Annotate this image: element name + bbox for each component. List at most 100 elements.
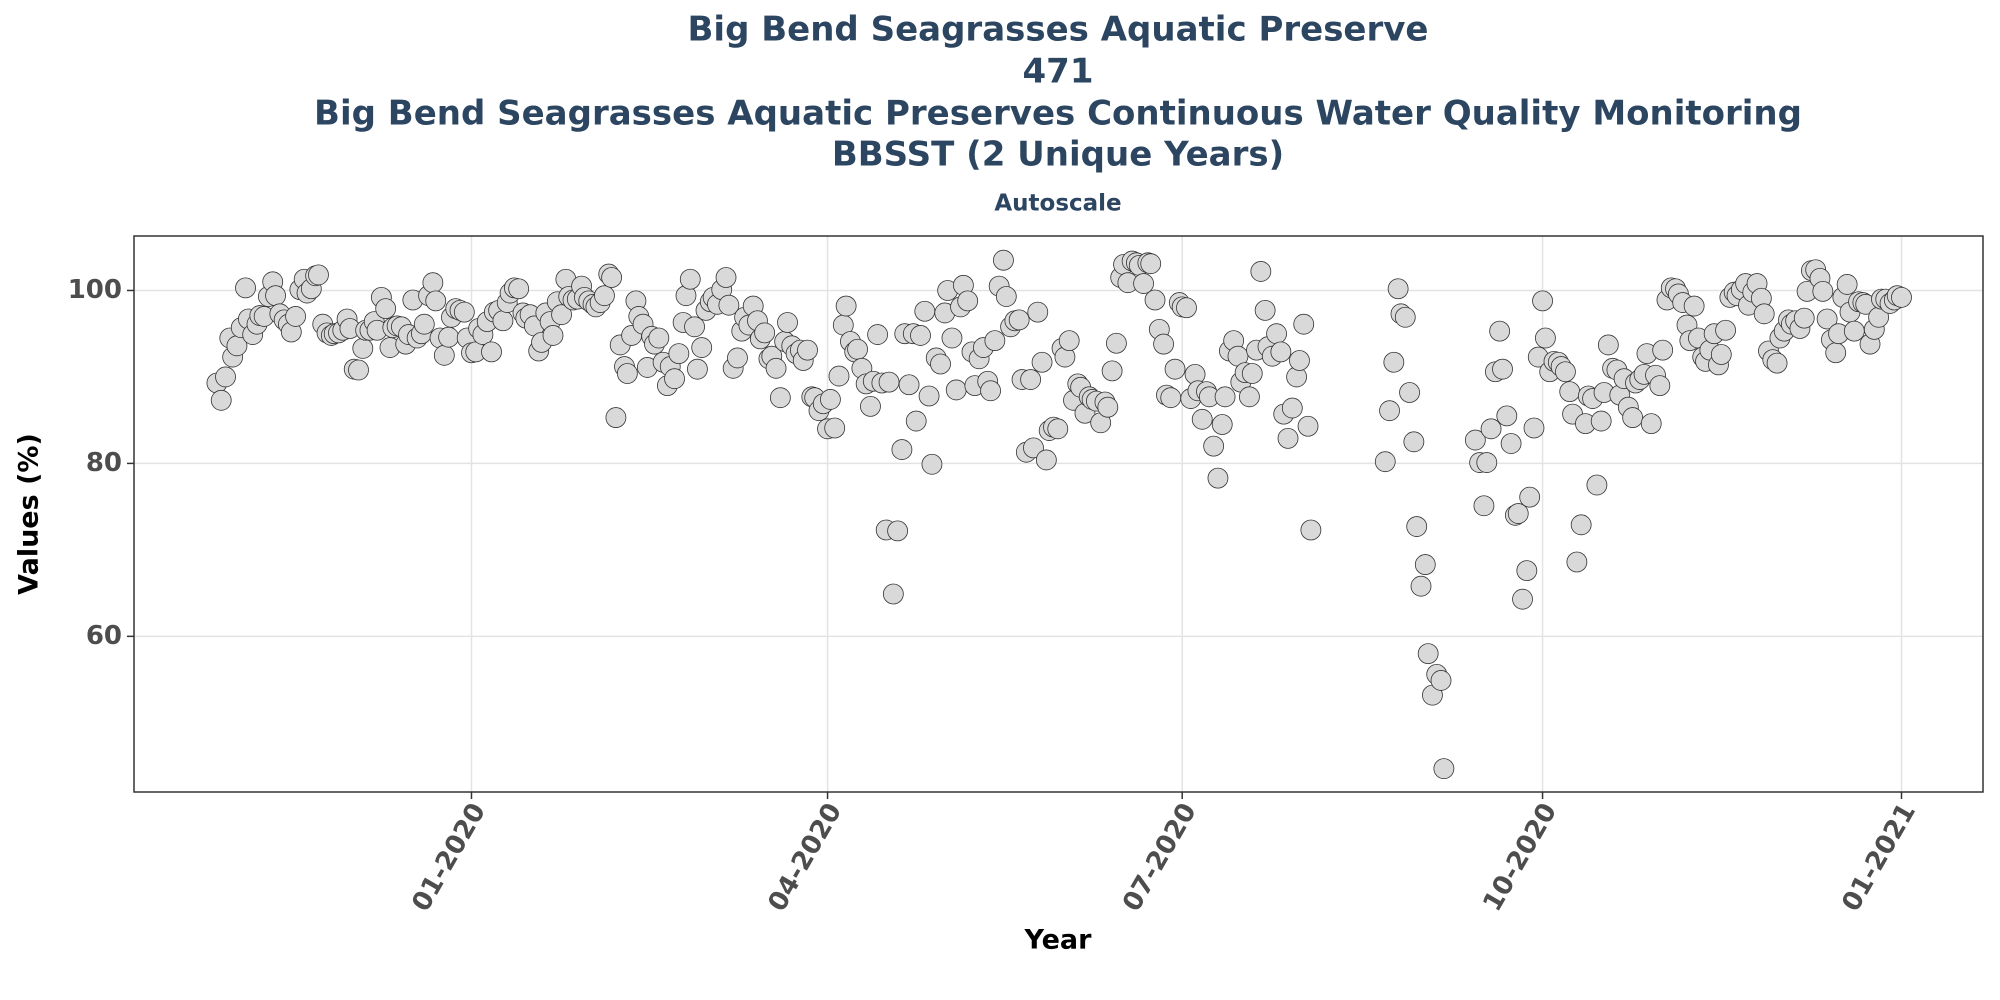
data-point xyxy=(1254,299,1276,321)
data-point xyxy=(910,325,931,346)
chart-title: Big Bend Seagrasses Aquatic Preserve xyxy=(688,10,1429,50)
data-point xyxy=(887,520,909,542)
x-tick-label: 07-2020 xyxy=(1117,798,1203,916)
data-point xyxy=(1535,327,1556,349)
data-point xyxy=(957,290,979,312)
data-point xyxy=(715,267,737,288)
data-point xyxy=(1387,278,1409,300)
data-point xyxy=(1507,503,1529,524)
data-point xyxy=(1035,449,1057,471)
data-point xyxy=(413,313,435,335)
data-point xyxy=(348,359,369,381)
data-point xyxy=(945,379,967,401)
data-point xyxy=(594,285,615,307)
data-point xyxy=(1715,319,1736,341)
data-point xyxy=(797,339,818,361)
data-point xyxy=(1649,375,1671,396)
data-point xyxy=(1047,418,1069,440)
data-point xyxy=(481,341,502,363)
data-point xyxy=(993,249,1014,271)
data-point xyxy=(754,322,776,344)
data-point xyxy=(1144,289,1166,311)
data-point xyxy=(438,326,460,348)
data-point xyxy=(551,304,572,326)
data-point xyxy=(1297,415,1319,437)
data-point xyxy=(1133,273,1154,294)
data-point xyxy=(1160,387,1182,409)
data-point xyxy=(898,374,920,396)
data-point xyxy=(1480,418,1502,440)
data-point xyxy=(718,294,740,316)
data-point xyxy=(492,310,514,332)
data-point xyxy=(1250,261,1272,282)
data-point xyxy=(1106,332,1127,354)
data-point xyxy=(601,267,623,288)
data-point xyxy=(1652,339,1674,361)
data-point xyxy=(1683,295,1705,317)
y-tick-label: 80 xyxy=(86,448,122,478)
data-point xyxy=(1570,514,1592,536)
data-point xyxy=(765,357,787,379)
data-point xyxy=(285,306,306,327)
data-point xyxy=(664,368,685,390)
data-point xyxy=(687,358,708,380)
data-point xyxy=(1020,369,1042,390)
x-axis-title: Year xyxy=(1024,925,1093,956)
data-point xyxy=(1843,320,1865,342)
data-point xyxy=(1433,758,1455,780)
data-point xyxy=(1417,643,1439,665)
data-point xyxy=(425,290,447,312)
data-point xyxy=(1399,382,1420,403)
data-point xyxy=(542,325,564,346)
data-point xyxy=(1281,397,1303,419)
data-point xyxy=(308,264,329,286)
data-point xyxy=(1406,516,1428,537)
data-point xyxy=(1519,486,1541,508)
data-point xyxy=(1211,414,1233,435)
data-point xyxy=(1476,452,1498,473)
data-point xyxy=(235,277,256,299)
data-point xyxy=(1523,417,1545,439)
data-point xyxy=(1164,358,1186,380)
data-point xyxy=(1176,297,1197,319)
data-point xyxy=(1496,405,1518,427)
data-point xyxy=(835,295,857,317)
data-point xyxy=(824,417,846,439)
data-point xyxy=(905,410,927,432)
data-point xyxy=(1374,451,1396,473)
data-point xyxy=(1214,386,1236,408)
data-point xyxy=(1300,519,1322,541)
data-point xyxy=(828,365,850,387)
data-point xyxy=(1590,410,1612,432)
data-point xyxy=(769,387,791,409)
chart-title: Big Bend Seagrasses Aquatic Preserves Co… xyxy=(314,94,1802,134)
chart-title: 471 xyxy=(1023,52,1094,92)
data-point xyxy=(508,278,530,300)
data-point xyxy=(1492,358,1513,380)
data-point xyxy=(995,286,1017,307)
data-point xyxy=(668,343,690,364)
data-point xyxy=(684,316,705,338)
data-point xyxy=(422,272,444,294)
data-point xyxy=(605,407,627,428)
data-point xyxy=(1241,363,1263,384)
data-point xyxy=(1153,333,1175,355)
data-point xyxy=(1622,407,1644,428)
data-point xyxy=(1027,301,1049,323)
data-point xyxy=(980,380,1001,402)
data-point xyxy=(210,389,232,411)
data-point xyxy=(1277,427,1299,449)
data-point xyxy=(1586,474,1608,496)
data-point xyxy=(1753,303,1775,325)
data-point xyxy=(930,353,951,375)
data-point xyxy=(777,312,798,333)
data-point xyxy=(1289,350,1310,371)
data-point xyxy=(1394,306,1416,328)
data-point xyxy=(1191,408,1213,430)
data-point xyxy=(215,366,236,388)
data-point xyxy=(1825,342,1847,364)
data-point xyxy=(1140,253,1162,275)
x-tick-label: 10-2020 xyxy=(1477,798,1563,916)
plot-frame xyxy=(133,235,1984,793)
data-point xyxy=(1793,307,1815,329)
